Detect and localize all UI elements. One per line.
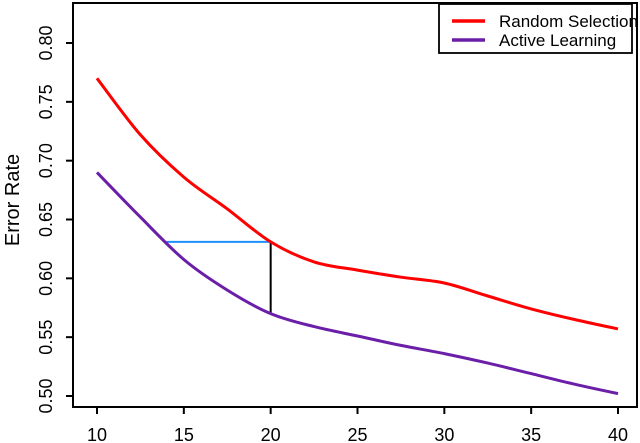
x-tick-label: 20 [261, 425, 281, 443]
y-axis-title: Error Rate [2, 154, 24, 246]
x-tick-label: 25 [347, 425, 367, 443]
y-tick-label: 0.65 [36, 202, 56, 237]
series-lines [95, 77, 619, 396]
x-tick-label: 10 [87, 425, 107, 443]
x-tick-label: 35 [521, 425, 541, 443]
x-axis: 10 15 20 25 30 35 40 [87, 407, 628, 443]
x-tick-label: 15 [174, 425, 194, 443]
y-tick-label: 0.60 [36, 261, 56, 296]
y-tick-label: 0.75 [36, 84, 56, 119]
y-tick-label: 0.50 [36, 378, 56, 413]
y-axis: 0.50 0.55 0.60 0.65 0.70 0.75 0.80 [36, 25, 73, 414]
plot-border [72, 2, 638, 408]
y-tick-label: 0.55 [36, 320, 56, 355]
series-line-active-learning [95, 171, 619, 396]
y-tick-label: 0.80 [36, 25, 56, 60]
x-tick-label: 30 [434, 425, 454, 443]
legend-label-active-learning: Active Learning [499, 31, 616, 50]
legend-label-random-selection: Random Selection [499, 12, 638, 31]
annotations [166, 240, 272, 314]
legend-box [438, 3, 633, 54]
x-tick-label: 40 [608, 425, 628, 443]
y-tick-label: 0.70 [36, 143, 56, 178]
series-line-random-selection [95, 77, 619, 331]
